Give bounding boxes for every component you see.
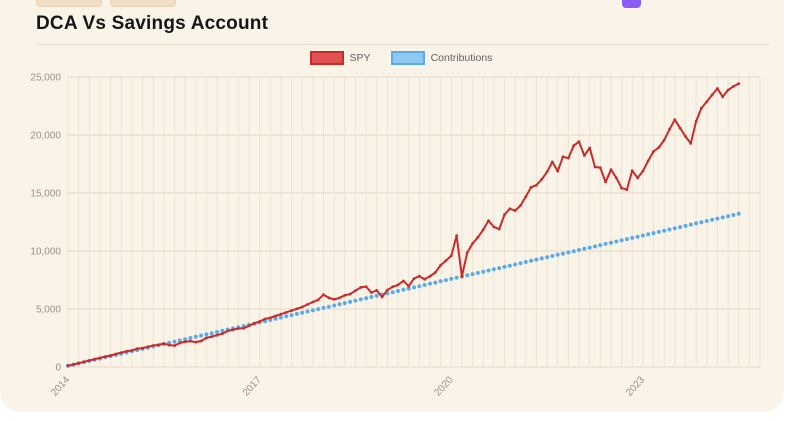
svg-text:2020: 2020 bbox=[432, 374, 455, 398]
dashboard-panel: DCA Vs Savings Account SPY Contributions … bbox=[0, 0, 784, 412]
svg-text:2023: 2023 bbox=[624, 374, 647, 398]
legend-swatch-contributions bbox=[390, 51, 425, 65]
chart-header: DCA Vs Savings Account bbox=[36, 0, 770, 45]
svg-text:2017: 2017 bbox=[241, 374, 264, 398]
chart-legend: SPY Contributions bbox=[18, 49, 784, 67]
cutoff-button-left-1[interactable] bbox=[36, 0, 102, 7]
dca-vs-savings-chart-plot[interactable]: 0 5,000 10,000 15,000 20,000 25,000 2014 2017 20… bbox=[18, 67, 770, 409]
chart-card: SPY Contributions 0 5,000 10,000 15,000 20,00… bbox=[18, 49, 784, 409]
legend-swatch-spy bbox=[309, 51, 344, 65]
svg-text:25,000: 25,000 bbox=[30, 73, 61, 84]
svg-text:2014: 2014 bbox=[49, 374, 72, 398]
legend-item-spy[interactable]: SPY bbox=[309, 51, 371, 65]
legend-label: Contributions bbox=[430, 52, 493, 64]
legend-label: SPY bbox=[349, 52, 371, 64]
legend-item-contributions[interactable]: Contributions bbox=[390, 51, 493, 65]
svg-text:0: 0 bbox=[55, 363, 61, 374]
page-title: DCA Vs Savings Account bbox=[36, 13, 269, 34]
svg-text:20,000: 20,000 bbox=[30, 131, 61, 142]
svg-text:5,000: 5,000 bbox=[36, 305, 61, 316]
svg-text:10,000: 10,000 bbox=[30, 247, 61, 258]
cutoff-button-left-2[interactable] bbox=[110, 0, 176, 7]
svg-text:15,000: 15,000 bbox=[30, 189, 61, 200]
cutoff-purple-element bbox=[622, 0, 641, 8]
